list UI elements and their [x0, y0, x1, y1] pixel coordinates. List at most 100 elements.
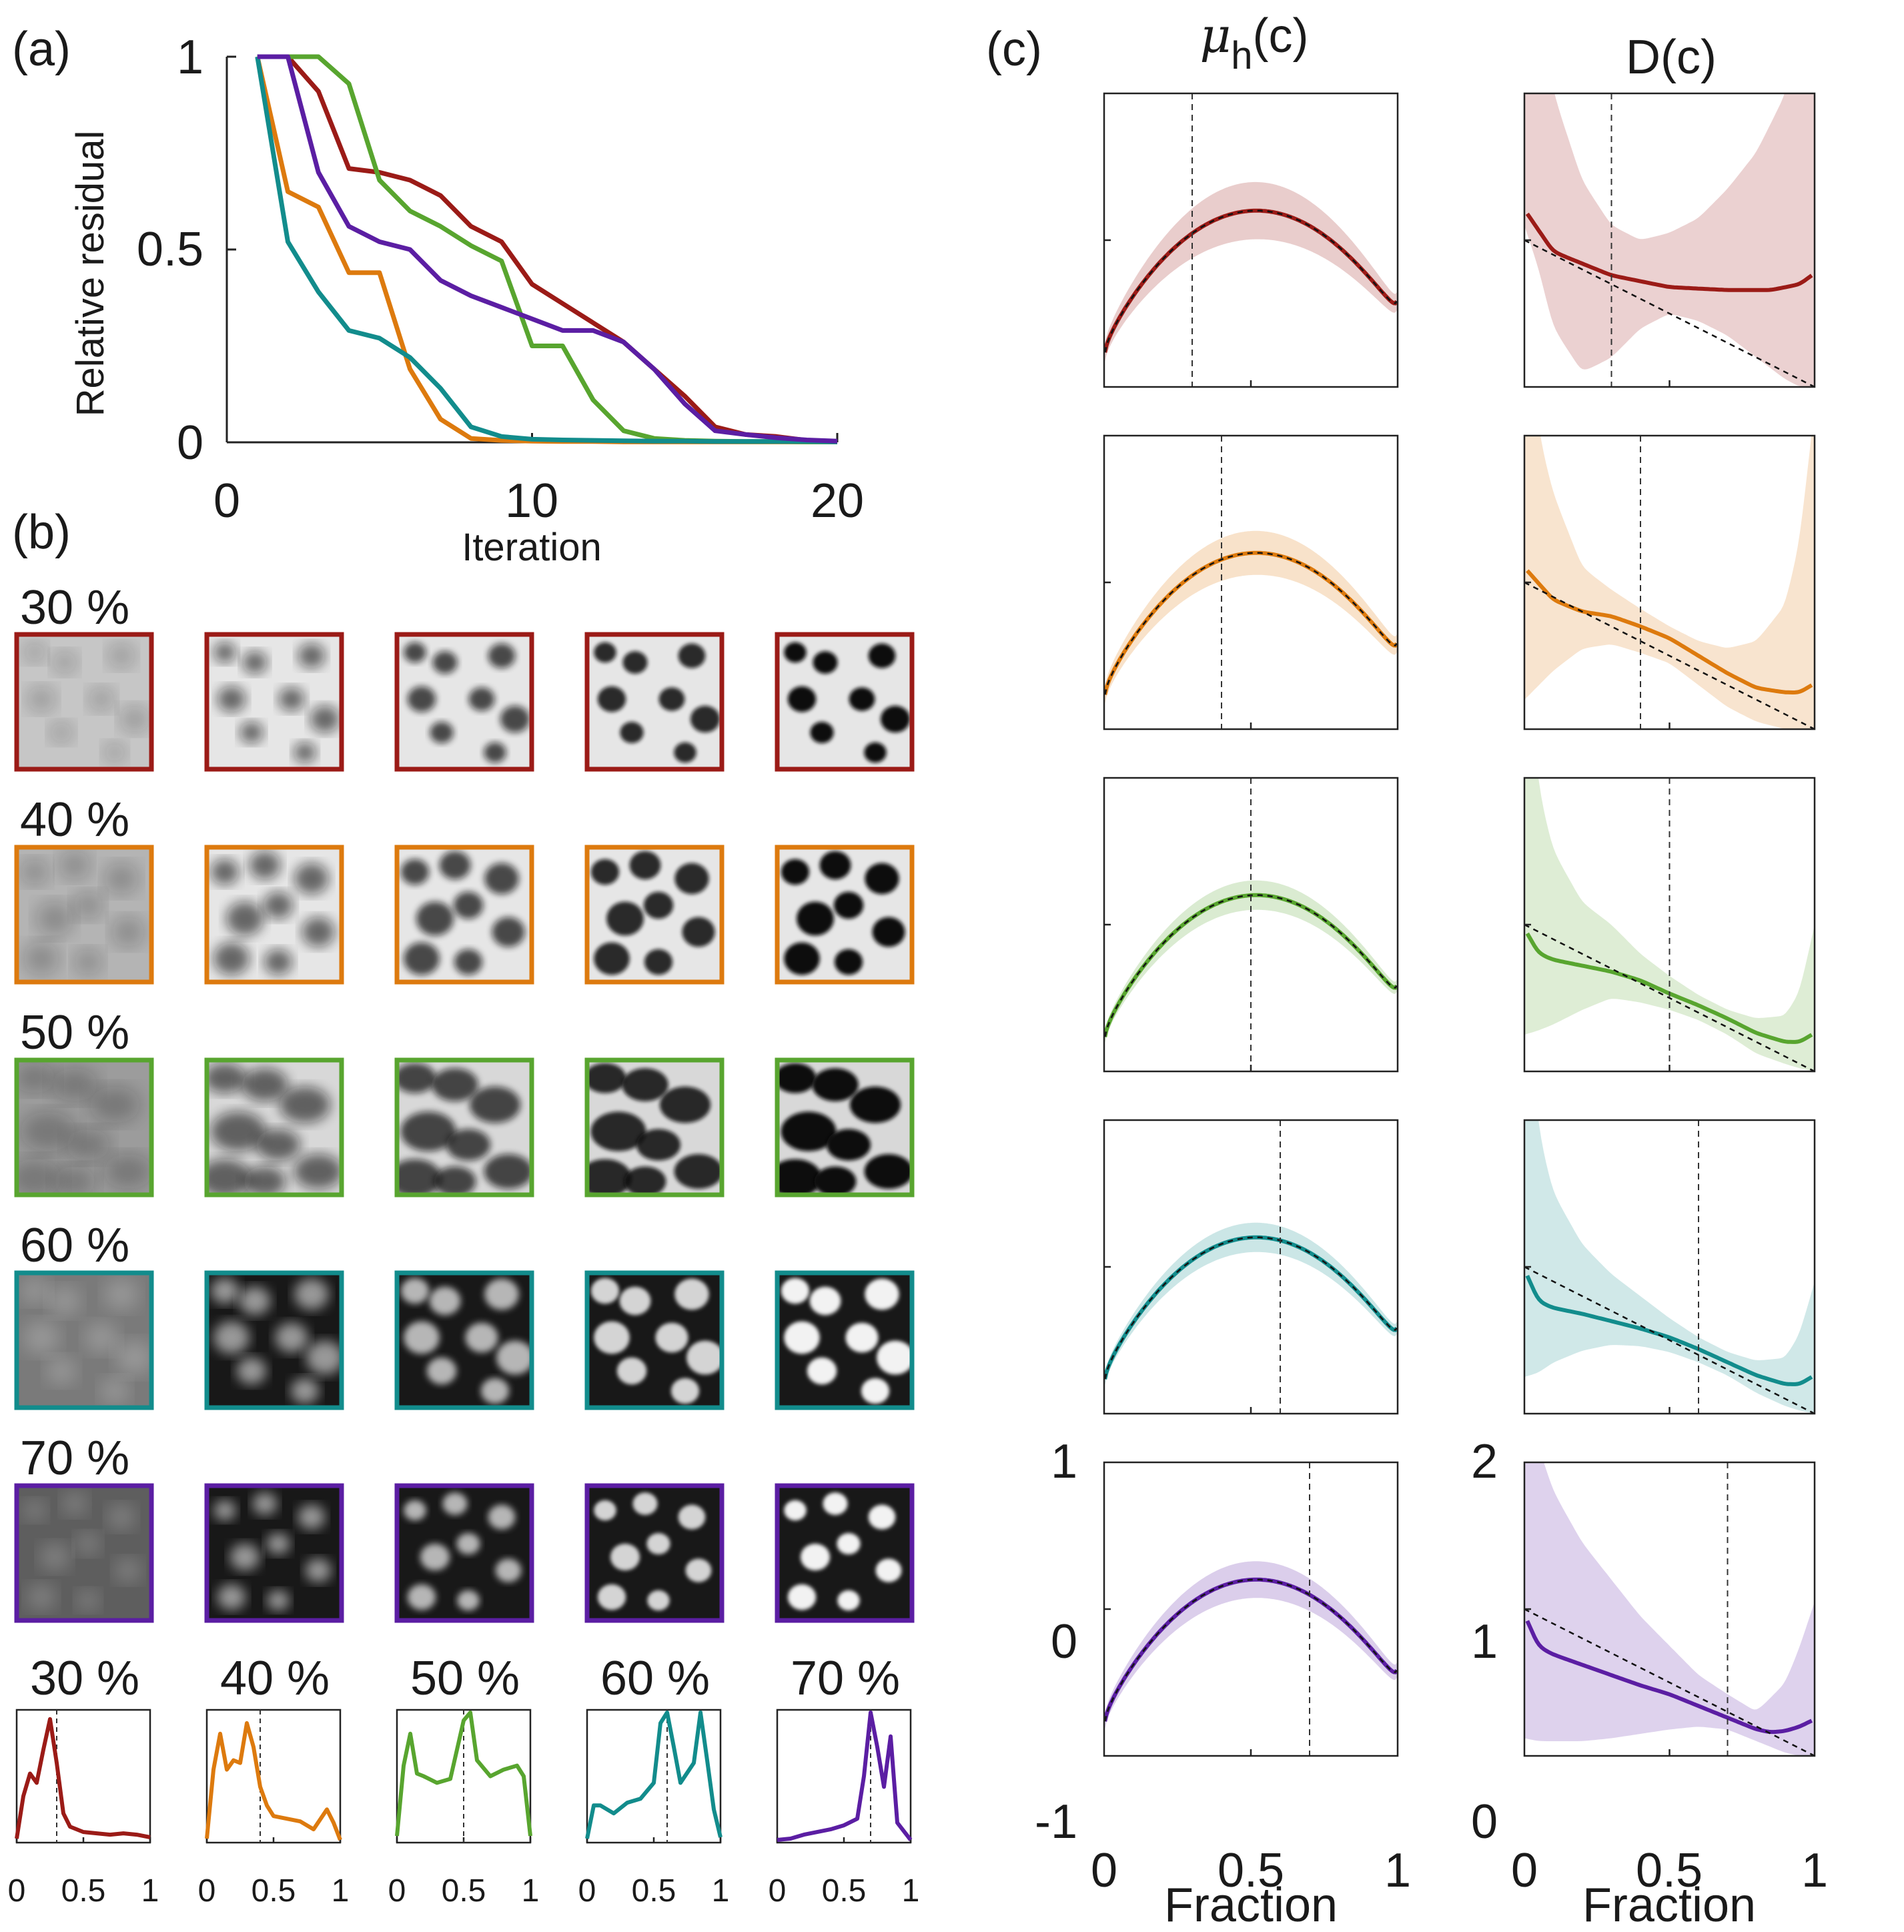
d-true-line [1524, 239, 1815, 387]
micro-blob [264, 949, 293, 975]
micro-blob [294, 863, 329, 895]
d-true-line [1524, 923, 1815, 1071]
panel-label-b: (b) [12, 506, 71, 559]
micro-blob [20, 859, 49, 885]
image-row-label-60: 60 % [20, 1219, 129, 1272]
d-xtick-1: 0.5 [1636, 1844, 1703, 1897]
image-row-label-50: 50 % [20, 1006, 129, 1059]
micro-image-50-0 [14, 1057, 154, 1197]
hist-line [205, 1721, 342, 1841]
image-row-label-30: 30 % [20, 581, 129, 634]
hist-30: 0 0.5 1 [8, 1709, 159, 1909]
micro-blob [495, 1558, 522, 1582]
mu-true-line [1104, 209, 1398, 353]
hist-xtick-label: 0.5 [61, 1873, 106, 1909]
micro-image-50-3 [584, 1057, 725, 1197]
hist-line [777, 1711, 913, 1842]
micro-blob [104, 1278, 139, 1310]
micro-blob [877, 1340, 914, 1375]
hist-xtick-label: 1 [902, 1873, 920, 1909]
micro-blob [400, 859, 430, 885]
micro-blob [103, 742, 126, 763]
panel-label-a: (a) [12, 23, 71, 76]
micro-content [585, 1271, 724, 1410]
micro-blob [800, 1543, 831, 1571]
micro-blob [616, 1357, 647, 1385]
d-panel-50 [1523, 777, 1816, 1073]
micro-blob [23, 1321, 59, 1354]
micro-blob [407, 686, 436, 712]
hist-xtick-label: 0 [578, 1873, 596, 1909]
micro-blob [213, 942, 250, 975]
micro-border [14, 845, 154, 985]
micro-blob [226, 901, 264, 936]
panel-a-ytick-1: 0.5 [137, 223, 203, 276]
d-content [1524, 1462, 1815, 1756]
micro-blob [107, 1504, 135, 1530]
micro-blob [20, 1111, 76, 1151]
micro-blob [781, 859, 810, 885]
micro-blob [298, 1504, 326, 1530]
micro-blob [492, 917, 525, 947]
mu-xlabel: Fraction [1164, 1879, 1338, 1932]
micro-image-50-2 [394, 1057, 534, 1197]
micro-blob [100, 1378, 129, 1404]
mu-content [1104, 530, 1398, 704]
micro-blob [659, 1086, 711, 1123]
micro-blob [674, 1154, 723, 1189]
micro-blob [597, 686, 626, 712]
micro-blob [429, 1286, 461, 1316]
micro-blob [404, 942, 440, 975]
micro-image-40-1 [204, 845, 344, 985]
d-panel-70 [1523, 1461, 1816, 1757]
micro-image-40-0 [14, 845, 154, 985]
panel-a-xlabel: Iteration [462, 526, 602, 569]
micro-border [775, 1483, 915, 1623]
micro-blob [229, 1543, 260, 1571]
panel-label-c: (c) [986, 23, 1042, 76]
micro-blob [594, 942, 630, 975]
micro-border [584, 1057, 725, 1197]
hist-line [585, 1711, 723, 1839]
micro-blob [439, 851, 471, 880]
micro-blob [496, 1340, 534, 1375]
micro-blob [88, 687, 115, 711]
hist-label-30: 30 % [30, 1652, 139, 1705]
micro-blob [678, 643, 706, 668]
panel-a-xtick-2: 20 [811, 474, 864, 528]
micro-blob [686, 1340, 724, 1375]
micro-blob [310, 705, 340, 733]
micro-blob [213, 1500, 236, 1521]
micro-blob [23, 1500, 46, 1521]
micro-content [205, 1271, 344, 1410]
micro-blob [242, 1068, 288, 1101]
micro-blob [395, 1063, 436, 1093]
mu-box [1103, 1461, 1399, 1757]
hist-xtick-label: 0 [8, 1873, 26, 1909]
micro-blob [442, 1492, 468, 1515]
micro-image-50-1 [204, 1057, 344, 1197]
mu-content [1104, 1561, 1398, 1729]
mu-xtick-2: 1 [1384, 1844, 1411, 1897]
mu-panel-30 [1103, 92, 1399, 388]
micro-blob [643, 891, 674, 919]
hist-40: 0 0.5 1 [198, 1709, 349, 1909]
micro-blob [837, 1590, 860, 1611]
d-learned-line [1525, 1274, 1813, 1386]
hist-xtick-label: 0.5 [442, 1873, 486, 1909]
micro-border [14, 1270, 154, 1410]
micro-content [775, 845, 914, 984]
d-learned-line [1526, 569, 1813, 695]
micro-blob [266, 1532, 290, 1555]
hist-label-40: 40 % [220, 1652, 330, 1705]
micro-image-30-4 [775, 632, 915, 772]
micro-blob [629, 851, 661, 880]
micro-blob [620, 721, 644, 744]
micro-blob [23, 942, 59, 975]
micro-blob [73, 891, 103, 919]
micro-blob [407, 1584, 436, 1610]
residual-line-30 [257, 54, 838, 444]
micro-blob [781, 1111, 837, 1151]
micro-blob [306, 1340, 344, 1375]
micro-blob [434, 1166, 476, 1197]
